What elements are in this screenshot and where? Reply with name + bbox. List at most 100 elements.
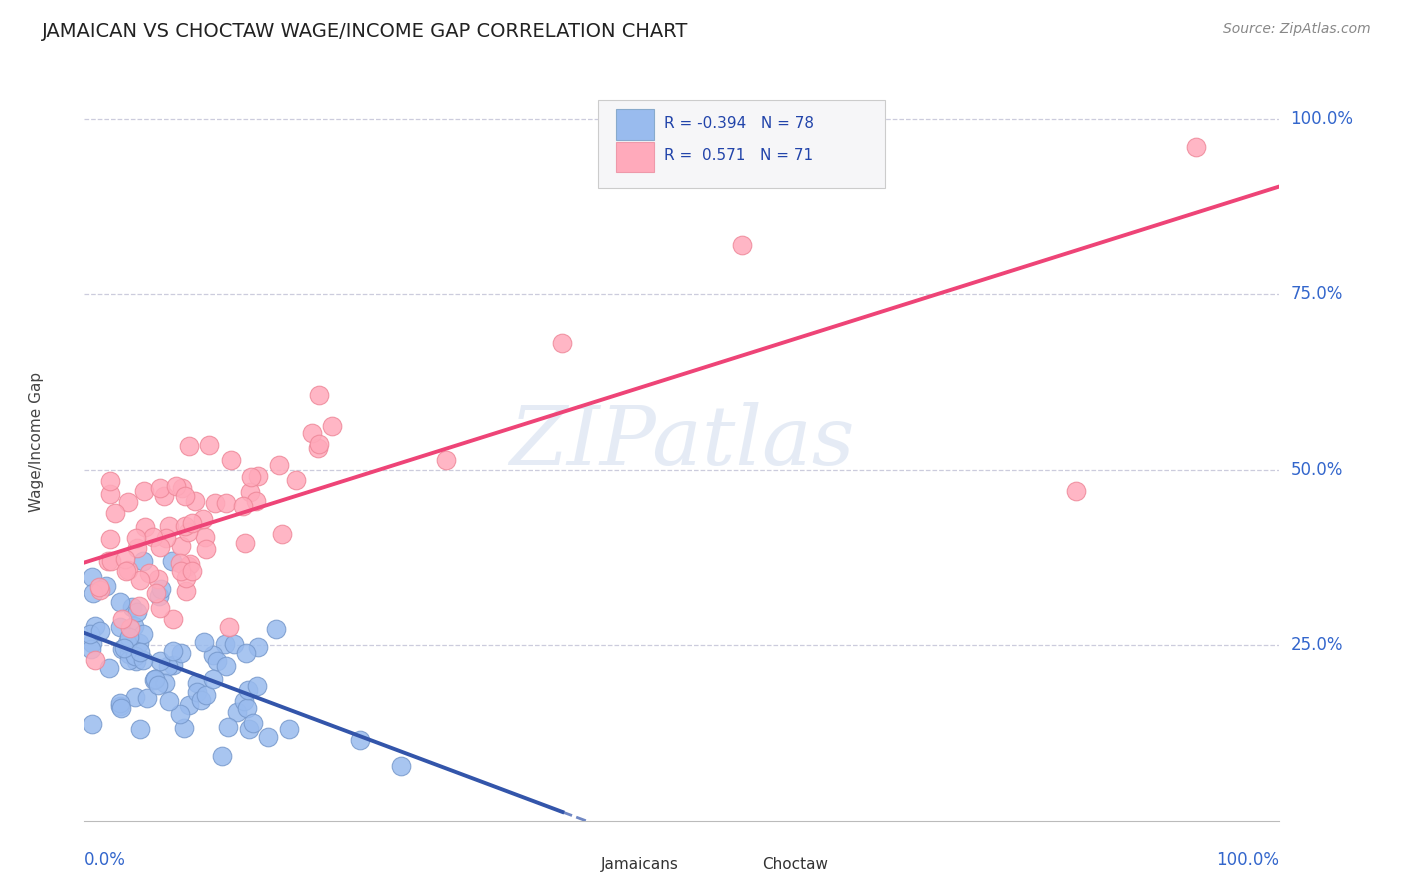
Point — [153, 676, 176, 690]
Point — [87, 581, 110, 595]
Point — [434, 452, 457, 467]
Point — [149, 481, 172, 495]
Point — [155, 532, 177, 546]
Text: Wage/Income Gap: Wage/Income Gap — [30, 371, 44, 512]
Point — [232, 499, 254, 513]
Point — [114, 551, 136, 566]
Text: 100.0%: 100.0% — [1291, 110, 1354, 128]
Point — [179, 558, 201, 572]
Point — [177, 558, 200, 573]
Point — [186, 676, 208, 690]
Point — [181, 516, 204, 531]
Point — [284, 473, 307, 487]
Point — [165, 479, 187, 493]
Point — [98, 475, 121, 489]
Point — [149, 582, 172, 596]
Point — [186, 684, 208, 698]
Point — [1066, 483, 1088, 498]
Point — [235, 646, 257, 660]
Point — [149, 540, 172, 554]
Text: Choctaw: Choctaw — [762, 857, 828, 872]
Point — [149, 601, 172, 615]
Point — [108, 620, 131, 634]
Point — [201, 673, 224, 687]
Text: JAMAICAN VS CHOCTAW WAGE/INCOME GAP CORRELATION CHART: JAMAICAN VS CHOCTAW WAGE/INCOME GAP CORR… — [42, 22, 689, 41]
Point — [108, 698, 131, 713]
Point — [157, 694, 180, 708]
Point — [177, 524, 200, 539]
Point — [153, 489, 176, 503]
Point — [128, 723, 150, 737]
FancyBboxPatch shape — [599, 101, 886, 187]
Point — [307, 441, 329, 455]
Point — [193, 530, 215, 544]
Point — [143, 673, 166, 687]
Point — [157, 659, 180, 673]
Point — [177, 439, 200, 453]
Point — [174, 571, 197, 585]
Point — [1185, 139, 1208, 153]
Point — [145, 586, 167, 600]
Point — [169, 707, 191, 722]
Point — [174, 519, 197, 533]
Point — [193, 635, 215, 649]
Point — [134, 520, 156, 534]
Point — [84, 653, 107, 667]
Point — [114, 564, 136, 578]
Point — [124, 649, 146, 664]
Point — [184, 494, 207, 508]
Point — [118, 621, 141, 635]
Text: 75.0%: 75.0% — [1291, 285, 1343, 303]
Point — [190, 693, 212, 707]
Point — [135, 691, 157, 706]
Point — [97, 661, 120, 675]
Text: Source: ZipAtlas.com: Source: ZipAtlas.com — [1223, 22, 1371, 37]
Point — [111, 642, 134, 657]
Text: 100.0%: 100.0% — [1216, 851, 1279, 869]
Point — [110, 701, 132, 715]
Point — [125, 605, 148, 619]
Point — [240, 470, 263, 484]
Point — [146, 572, 169, 586]
Point — [201, 648, 224, 662]
Point — [131, 626, 153, 640]
Point — [239, 485, 262, 500]
Point — [111, 612, 134, 626]
Point — [143, 672, 166, 686]
Point — [142, 530, 165, 544]
Point — [82, 586, 104, 600]
Point — [80, 716, 103, 731]
Point — [218, 620, 240, 634]
Point — [321, 418, 343, 433]
Point — [162, 644, 184, 658]
Point — [731, 238, 754, 252]
Point — [129, 574, 152, 588]
Text: ZIPatlas: ZIPatlas — [509, 401, 855, 482]
Point — [112, 640, 135, 655]
Point — [127, 541, 149, 555]
Point — [246, 469, 269, 483]
Point — [162, 658, 184, 673]
Point — [132, 554, 155, 568]
Point — [180, 564, 202, 578]
Point — [173, 489, 195, 503]
Point — [349, 733, 371, 747]
FancyBboxPatch shape — [616, 142, 654, 172]
Point — [80, 570, 103, 584]
Point — [132, 653, 155, 667]
Point — [217, 720, 239, 734]
Point — [551, 336, 574, 351]
Point — [160, 553, 183, 567]
Point — [170, 539, 193, 553]
Point — [169, 556, 191, 570]
FancyBboxPatch shape — [554, 852, 592, 878]
Point — [278, 722, 301, 736]
Point — [83, 619, 105, 633]
Point — [149, 654, 172, 668]
FancyBboxPatch shape — [616, 110, 654, 140]
Point — [115, 636, 138, 650]
Point — [270, 527, 292, 541]
Point — [204, 496, 226, 510]
Point — [245, 494, 267, 508]
Point — [138, 566, 160, 580]
